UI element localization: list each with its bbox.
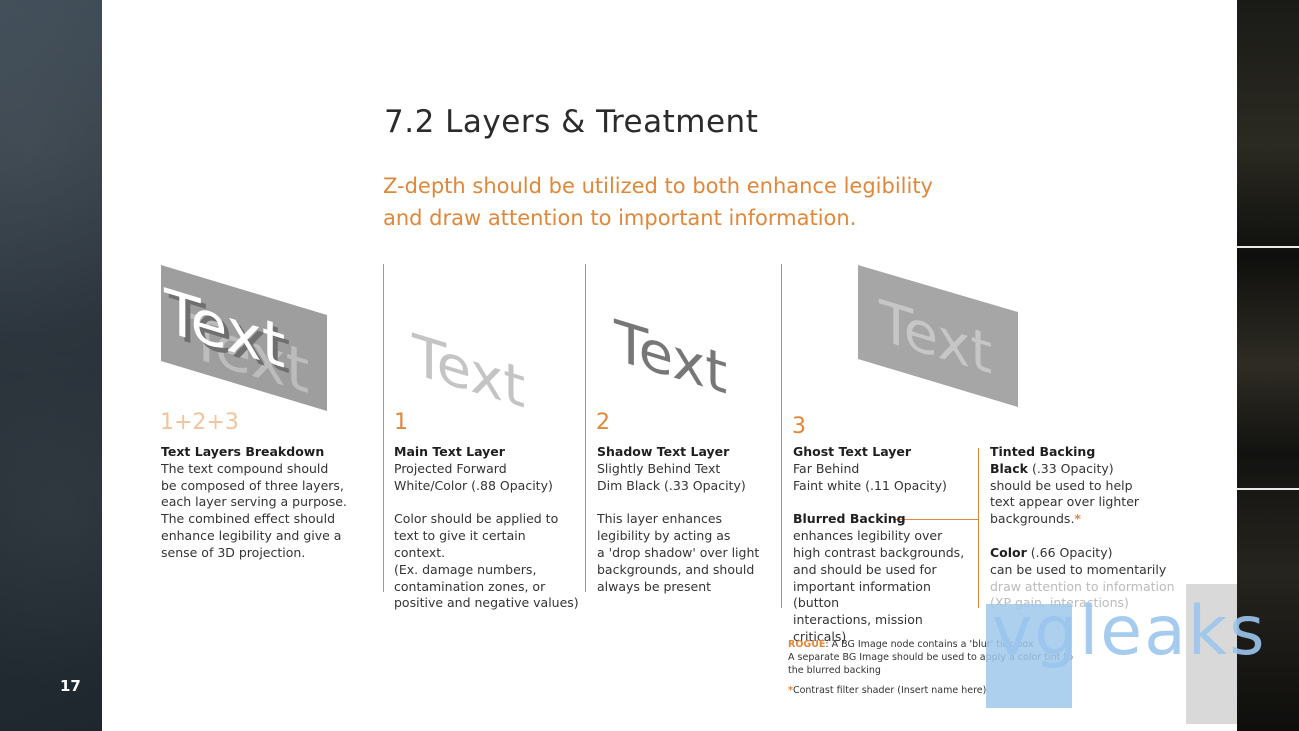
column-divider <box>383 264 384 592</box>
body-line: positive and negative values) <box>394 595 579 611</box>
column-text-layers-breakdown: Text Layers Breakdown The text compound … <box>161 444 376 562</box>
body-line: each layer serving a purpose. <box>161 494 347 510</box>
subtitle-line: and draw attention to important informat… <box>383 206 857 230</box>
column-divider <box>585 264 586 592</box>
body-line: This layer enhances <box>597 511 723 527</box>
footnote-asterisk: * <box>788 685 793 696</box>
blurred-backing-connector <box>893 519 978 520</box>
rogue-label: ROGUE <box>788 639 826 650</box>
column-heading: Ghost Text Layer <box>793 444 912 459</box>
body-line: White/Color (.88 Opacity) <box>394 477 553 493</box>
shadow-layer-illustration: Text <box>613 307 727 406</box>
rogue-note: ROGUE: A BG Image node contains a 'blur'… <box>788 638 1088 677</box>
note-line: A separate BG Image should be used to ap… <box>788 652 1073 663</box>
watermark-text: vgleaks <box>992 592 1267 671</box>
footnote: *Contrast filter shader (Insert name her… <box>788 685 986 696</box>
page-number: 17 <box>60 677 81 695</box>
body-line-with-asterisk: backgrounds.* <box>990 511 1180 528</box>
body-line: enhance legibility and give a <box>161 527 342 543</box>
body-line: should be used to help <box>990 477 1133 493</box>
column-heading: Shadow Text Layer <box>597 444 730 459</box>
body-line: high contrast backgrounds, <box>793 544 965 560</box>
color-label: Color <box>990 544 1027 560</box>
blurred-backing-heading: Blurred Backing <box>793 511 906 527</box>
black-label: Black <box>990 460 1028 476</box>
shadow-layer-glyphs: Text <box>613 307 727 406</box>
left-background-panel <box>0 0 102 731</box>
layer-number-combined: 1+2+3 <box>160 410 239 435</box>
layer-number-3: 3 <box>792 414 806 439</box>
combined-layers-illustration: Text Text Text <box>161 265 327 411</box>
body-line: always be present <box>597 578 712 594</box>
body-line: Dim Black (.33 Opacity) <box>597 477 746 493</box>
asterisk-marker: * <box>1074 511 1081 527</box>
vgleaks-watermark: vgleaks <box>986 584 1265 708</box>
body-line: contamination zones, or <box>394 578 546 594</box>
body-line: interactions, mission criticals) <box>793 612 923 644</box>
column-divider <box>781 264 782 608</box>
body-line: Slightly Behind Text <box>597 460 721 476</box>
column-ghost-text-layer: Ghost Text Layer Far Behind Faint white … <box>793 444 975 646</box>
color-value: (.66 Opacity) <box>1026 544 1113 560</box>
column-heading: Text Layers Breakdown <box>161 444 325 459</box>
body-line: Far Behind <box>793 460 860 476</box>
main-layer-illustration: Text <box>411 321 525 420</box>
column-main-text-layer: Main Text Layer Projected Forward White/… <box>394 444 579 612</box>
body-line: Color should be applied to <box>394 511 559 527</box>
page-subtitle: Z-depth should be utilized to both enhan… <box>383 170 983 234</box>
body-line: sense of 3D projection. <box>161 544 306 560</box>
layer-number-1: 1 <box>394 410 408 435</box>
rogue-text: : A BG Image node contains a 'blur' tick… <box>825 639 1034 650</box>
black-opacity-line: Black (.33 Opacity) <box>990 461 1180 478</box>
right-background-panel <box>1237 0 1299 731</box>
main-layer-glyphs: Text <box>411 321 525 420</box>
page-title: 7.2 Layers & Treatment <box>384 104 759 140</box>
black-value: (.33 Opacity) <box>1027 460 1114 476</box>
body-line-faded: draw attention to information <box>990 578 1175 594</box>
subtitle-line: Z-depth should be utilized to both enhan… <box>383 174 933 198</box>
body-line: text to give it certain context. <box>394 528 526 560</box>
column-heading: Tinted Backing <box>990 444 1096 459</box>
color-opacity-line: Color (.66 Opacity) <box>990 545 1180 562</box>
watermark-box <box>986 604 1072 708</box>
body-line: Projected Forward <box>394 460 507 476</box>
layer-number-2: 2 <box>596 410 610 435</box>
body-line: can be used to momentarily <box>990 561 1167 577</box>
column-tinted-backing: Tinted Backing Black (.33 Opacity) shoul… <box>990 444 1180 612</box>
body-line: legibility by acting as <box>597 528 731 544</box>
body-line: backgrounds, and should <box>597 561 755 577</box>
column-shadow-text-layer: Shadow Text Layer Slightly Behind Text D… <box>597 444 777 595</box>
note-line: the blurred backing <box>788 665 881 676</box>
column-divider <box>978 448 979 608</box>
body-line: a 'drop shadow' over light <box>597 544 760 560</box>
watermark-grey-block <box>1186 584 1237 724</box>
body-line: be composed of three layers, <box>161 477 344 493</box>
body-line: The text compound should <box>161 460 329 476</box>
body-line: important information (button <box>793 578 931 611</box>
body-line: text appear over lighter <box>990 494 1140 510</box>
body-line: (Ex. damage numbers, <box>394 561 537 577</box>
body-line: Faint white (.11 Opacity) <box>793 477 947 493</box>
rogue-line: ROGUE: A BG Image node contains a 'blur'… <box>788 638 1088 651</box>
ghost-layer-illustration: Text <box>858 265 1018 407</box>
footnote-text: Contrast filter shader (Insert name here… <box>792 685 987 696</box>
column-heading: Main Text Layer <box>394 444 505 459</box>
body-text: backgrounds. <box>990 511 1075 527</box>
body-line: and should be used for <box>793 561 937 577</box>
body-line: enhances legibility over <box>793 528 943 544</box>
body-line: The combined effect should <box>161 511 335 527</box>
